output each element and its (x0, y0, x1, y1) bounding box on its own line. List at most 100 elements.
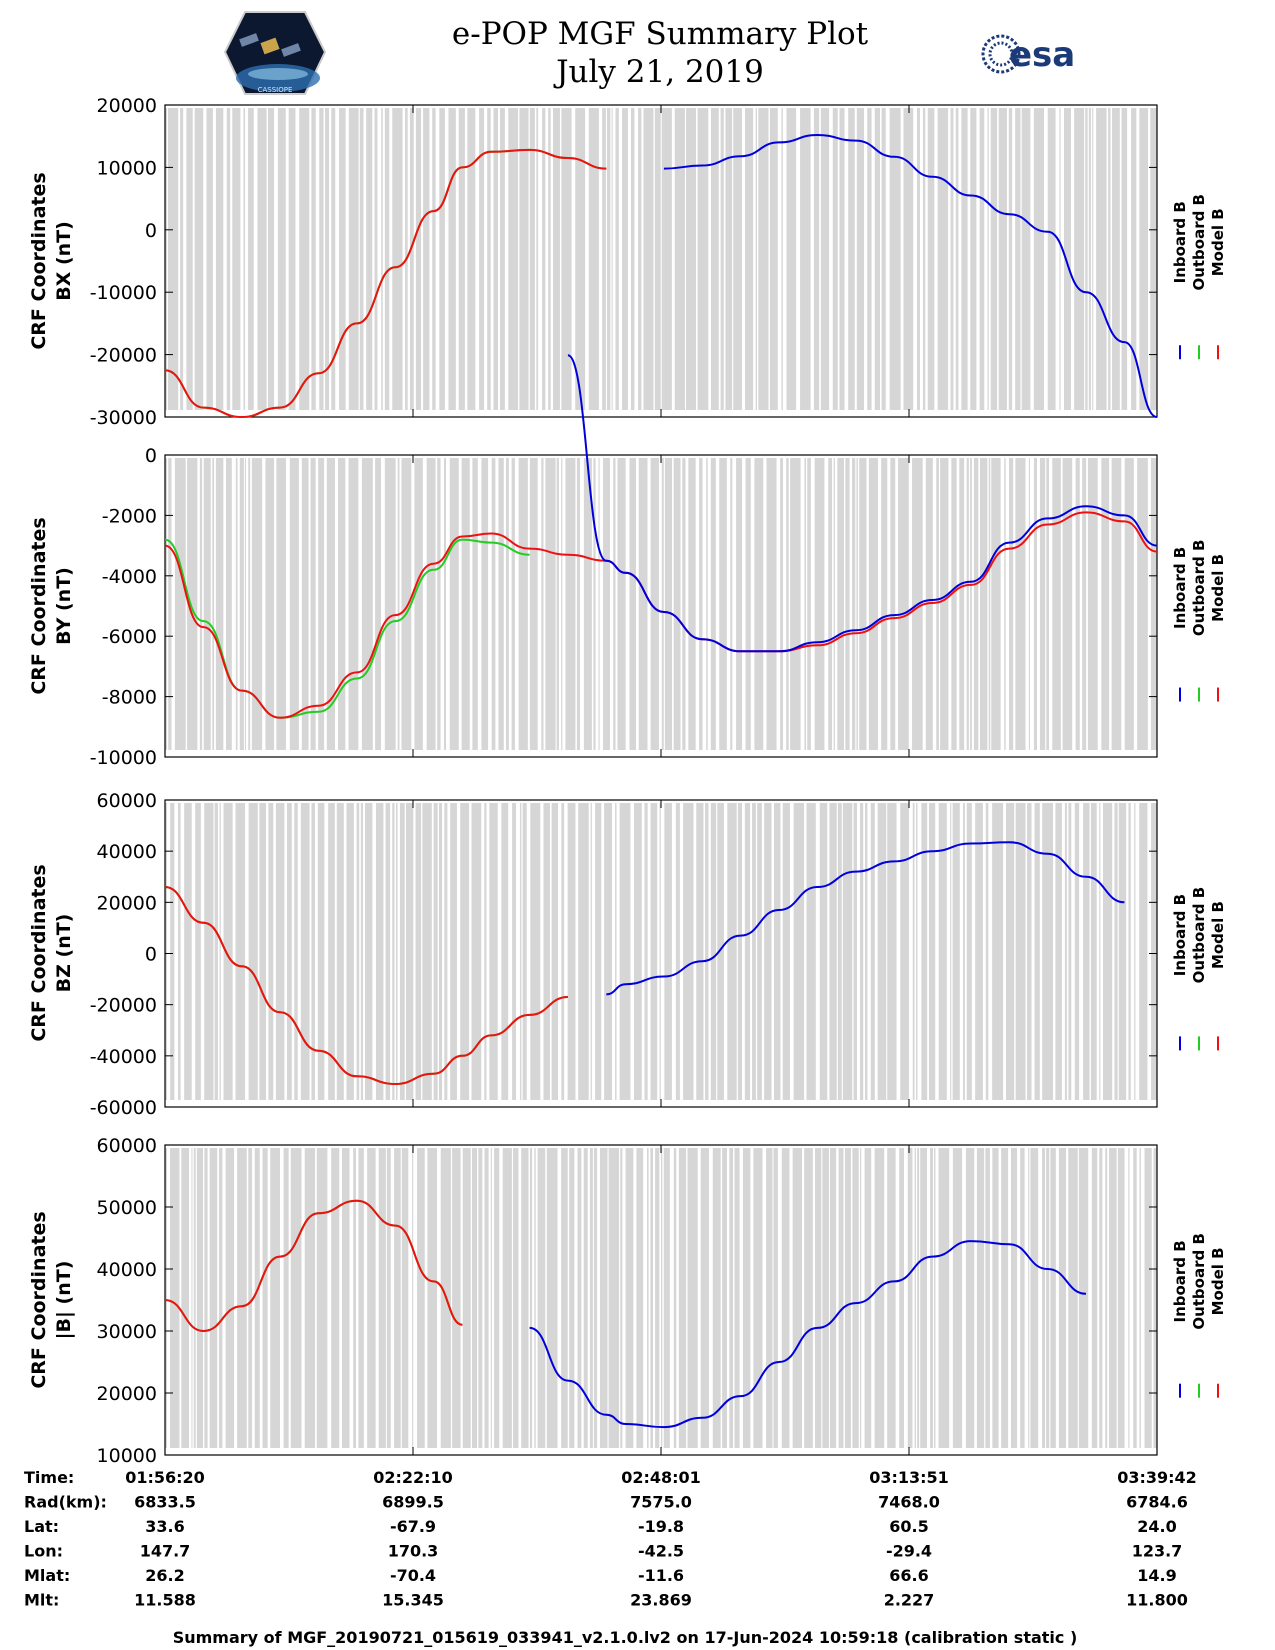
panel-bz-ytick-label: 40000 (97, 841, 157, 863)
ephemeris-cell: -42.5 (638, 1542, 684, 1561)
ephemeris-cell: 6833.5 (134, 1493, 196, 1512)
legend-label-outboard: Outboard B (1190, 540, 1208, 637)
ephemeris-cell: 11.800 (1126, 1591, 1188, 1610)
ephemeris-cell: 6784.6 (1126, 1493, 1188, 1512)
plot-title-line2: July 21, 2019 (553, 54, 764, 90)
legend-label-inboard: Inboard B (1171, 1240, 1189, 1322)
legend-label-outboard: Outboard B (1190, 1233, 1208, 1330)
panel-bz-ylabel-line2: BZ (nT) (53, 914, 75, 993)
panel-bmag-ylabel-line1: CRF Coordinates (28, 1211, 50, 1388)
panel-by-ytick-label: -10000 (90, 747, 157, 769)
panel-bx-series-inboard-line (663, 133, 1158, 418)
ephemeris-cell: 7468.0 (878, 1493, 940, 1512)
ephemeris-cell: 23.869 (630, 1591, 692, 1610)
panel-by-ytick-label: -4000 (102, 566, 157, 588)
panel-bx-ytick-label: 0 (145, 220, 157, 242)
legend-label-inboard: Inboard B (1171, 894, 1189, 976)
panel-bz: -60000 -40000 -20000 0 20000 40000 60000 CRF C… (28, 790, 1227, 1119)
panel-bx: -30000 -20000 -10000 0 10000 20000 CRF Coordi… (28, 95, 1227, 429)
panel-by-series-inboard-line (567, 354, 1158, 653)
ephemeris-cell: 123.7 (1132, 1542, 1183, 1561)
ephemeris-cell: 170.3 (388, 1542, 439, 1561)
ephemeris-cell: 11.588 (134, 1591, 196, 1610)
panel-bz-ytick-label: 0 (145, 944, 157, 966)
ephemeris-cell: -19.8 (638, 1517, 684, 1536)
esa-logo-text: esa (1009, 35, 1075, 75)
panel-by-ytick-label: -6000 (102, 626, 157, 648)
legend-label-inboard: Inboard B (1171, 547, 1189, 629)
ephemeris-cell: -29.4 (886, 1542, 932, 1561)
panel-bmag-ylabel-line2: |B| (nT) (53, 1261, 75, 1340)
panel-bx-gap-shading (165, 108, 1157, 410)
ephemeris-cell: 02:22:10 (373, 1468, 453, 1487)
ephemeris-row-label: Lat: (24, 1517, 59, 1536)
legend-label-model: Model B (1209, 554, 1227, 622)
ephemeris-cell: 01:56:20 (125, 1468, 205, 1487)
ephemeris-cell: 33.6 (145, 1517, 184, 1536)
ephemeris-cell: 7575.0 (630, 1493, 692, 1512)
panel-bmag-gap-shading (165, 1148, 1157, 1448)
ephemeris-cell: 15.345 (382, 1591, 444, 1610)
panel-bz-gap-shading (165, 803, 1157, 1100)
ephemeris-cell: 26.2 (145, 1566, 184, 1585)
panel-bmag-ytick-label: 60000 (97, 1135, 157, 1157)
panel-bmag: 10000 20000 30000 40000 50000 60000 CRF Coord… (28, 1135, 1227, 1467)
ephemeris-cell: 14.9 (1137, 1566, 1176, 1585)
cassiope-logo: CASSIOPE (223, 11, 327, 95)
header: CASSIOPE e-POP MGF Summary Plot July 21,… (223, 11, 1075, 95)
ephemeris-cell: 2.227 (884, 1591, 935, 1610)
panel-bmag-ytick-label: 30000 (97, 1321, 157, 1343)
ephemeris-cell: 66.6 (889, 1566, 928, 1585)
panel-by-ylabel-line2: BY (nT) (53, 567, 75, 645)
panel-bz-ytick-label: -60000 (90, 1097, 157, 1119)
panel-bz-ylabel-line1: CRF Coordinates (28, 864, 50, 1041)
ephemeris-row-label: Rad(km): (24, 1493, 107, 1512)
panel-by-ytick-label: -8000 (102, 687, 157, 709)
panel-by-legend: Inboard B Outboard B Model B (1171, 540, 1227, 702)
panel-bx-ytick-label: 20000 (97, 95, 157, 117)
panel-by: -10000 -8000 -6000 -4000 -2000 0 CRF Coordina… (28, 354, 1227, 769)
plot-title-line1: e-POP MGF Summary Plot (452, 16, 869, 52)
legend-label-outboard: Outboard B (1190, 887, 1208, 984)
ephemeris-cell: 147.7 (140, 1542, 191, 1561)
footer-summary: Summary of MGF_20190721_015619_033941_v2… (173, 1628, 1078, 1647)
ephemeris-cell: 60.5 (889, 1517, 928, 1536)
legend-label-model: Model B (1209, 1247, 1227, 1315)
esa-logo: esa (981, 34, 1075, 75)
panel-bz-ytick-label: 20000 (97, 892, 157, 914)
panel-by-ytick-label: 0 (145, 445, 157, 467)
panel-bz-legend: Inboard B Outboard B Model B (1171, 887, 1227, 1051)
panel-by-ytick-label: -2000 (102, 505, 157, 527)
ephemeris-cell: -70.4 (390, 1566, 436, 1585)
ephemeris-cell: 24.0 (1137, 1517, 1176, 1536)
ephemeris-row-label: Mlat: (24, 1566, 70, 1585)
cassiope-logo-caption: CASSIOPE (258, 86, 293, 94)
panel-bx-ylabel-line2: BX (nT) (53, 221, 75, 301)
panel-by-series-outboard-line (164, 538, 530, 719)
legend-label-model: Model B (1209, 901, 1227, 969)
panel-bx-ytick-label: -10000 (90, 282, 157, 304)
ephemeris-cell: 02:48:01 (621, 1468, 701, 1487)
panel-bz-ytick-label: 60000 (97, 790, 157, 812)
panel-bmag-ytick-label: 20000 (97, 1383, 157, 1405)
ephemeris-row-label: Lon: (24, 1542, 63, 1561)
ephemeris-cell: 03:39:42 (1117, 1468, 1197, 1487)
ephemeris-row-label: Mlt: (24, 1591, 59, 1610)
panel-bx-ylabel-line1: CRF Coordinates (28, 172, 50, 349)
ephemeris-table: Time: Rad(km): Lat: Lon: Mlat: Mlt: 01:56:20 68… (24, 1468, 1197, 1610)
panel-by-ylabel-line1: CRF Coordinates (28, 517, 50, 694)
panel-bz-series-model-line (164, 886, 568, 1086)
ephemeris-row-label: Time: (24, 1468, 74, 1487)
legend-label-model: Model B (1209, 208, 1227, 276)
legend-label-inboard: Inboard B (1171, 201, 1189, 283)
ephemeris-cell: 6899.5 (382, 1493, 444, 1512)
panel-bmag-ytick-label: 50000 (97, 1197, 157, 1219)
panel-bx-ytick-label: -20000 (90, 345, 157, 367)
legend-label-outboard: Outboard B (1190, 194, 1208, 291)
panel-bx-ytick-label: -30000 (90, 407, 157, 429)
panel-bmag-series-model-line (164, 1199, 463, 1333)
panel-bmag-ytick-label: 40000 (97, 1259, 157, 1281)
panel-bx-series-model-line (164, 148, 607, 419)
panel-bx-ytick-label: 10000 (97, 157, 157, 179)
